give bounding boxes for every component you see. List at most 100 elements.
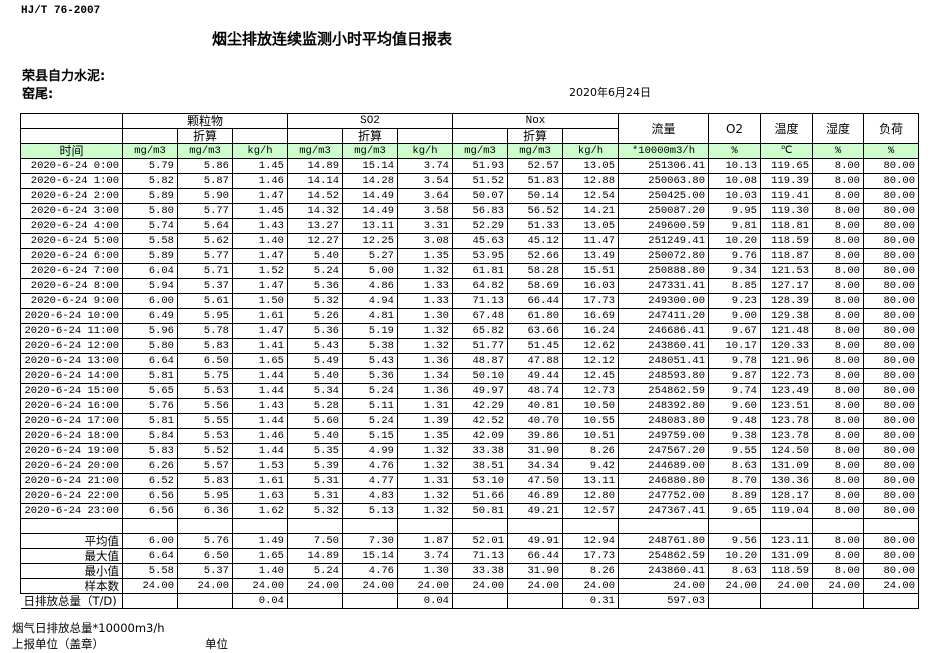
value-cell [452, 518, 508, 534]
value-cell: 80.00 [863, 173, 919, 189]
value-cell: 15.14 [342, 158, 398, 174]
value-cell: 5.75 [177, 368, 233, 384]
value-cell: 8.00 [812, 263, 864, 279]
value-cell: 80.00 [863, 368, 919, 384]
value-cell: 8.00 [812, 548, 864, 564]
value-cell: 120.33 [760, 338, 813, 354]
value-cell: 1.53 [232, 458, 288, 474]
unit-cell: kg/h [232, 143, 288, 159]
header-humidity: 湿度 [812, 113, 864, 144]
hourly-average-table: 颗粒物 SO2 Nox 流量 O2 温度 湿度 负荷 折算 折算 折算 时间 m… [20, 113, 919, 609]
value-cell: 5.84 [122, 428, 178, 444]
value-cell: 13.49 [562, 248, 619, 264]
value-cell: 58.69 [507, 278, 563, 294]
value-cell [122, 593, 178, 609]
value-cell: 5.37 [177, 278, 233, 294]
value-cell: 80.00 [863, 248, 919, 264]
value-cell [287, 518, 343, 534]
value-cell [287, 593, 343, 609]
value-cell: 4.81 [342, 308, 398, 324]
value-cell: 123.49 [760, 383, 813, 399]
value-cell: 123.78 [760, 413, 813, 429]
value-cell: 9.74 [708, 383, 761, 399]
value-cell: 17.73 [562, 548, 619, 564]
unit-cell: mg/m3 [177, 143, 233, 159]
value-cell: 6.50 [177, 353, 233, 369]
value-cell: 9.76 [708, 248, 761, 264]
value-cell: 1.43 [232, 398, 288, 414]
value-cell: 9.34 [708, 263, 761, 279]
value-cell: 49.21 [507, 503, 563, 519]
value-cell: 12.45 [562, 368, 619, 384]
value-cell: 5.39 [287, 458, 343, 474]
value-cell: 1.43 [232, 218, 288, 234]
table-row: 2020-6-24 13:00 6.64 6.50 1.65 5.49 5.43 1.36 4… [20, 353, 919, 369]
value-cell: 52.57 [507, 158, 563, 174]
value-cell: 5.37 [177, 563, 233, 579]
value-cell: 51.83 [507, 173, 563, 189]
value-cell: 24.00 [287, 578, 343, 594]
unit-cell: mg/m3 [287, 143, 343, 159]
value-cell: 5.53 [177, 383, 233, 399]
value-cell: 118.81 [760, 218, 813, 234]
table-row: 2020-6-24 21:00 6.52 5.83 1.61 5.31 4.77 1.31 5… [20, 473, 919, 489]
value-cell: 118.87 [760, 248, 813, 264]
value-cell: 4.77 [342, 473, 398, 489]
value-cell: 24.00 [812, 578, 864, 594]
value-cell: 58.28 [507, 263, 563, 279]
value-cell: 119.30 [760, 203, 813, 219]
value-cell: 9.60 [708, 398, 761, 414]
unit-cell: % [812, 143, 864, 159]
value-cell: 8.00 [812, 203, 864, 219]
value-cell: 1.47 [232, 248, 288, 264]
value-cell [177, 518, 233, 534]
header-particulate: 颗粒物 [122, 113, 288, 129]
table-row: 2020-6-24 9:00 6.00 5.61 1.50 5.32 4.94 1.33 71… [20, 293, 919, 309]
table-row: 2020-6-24 10:00 6.49 5.95 1.61 5.26 4.81 1.30 6… [20, 308, 919, 324]
value-cell: 14.14 [287, 173, 343, 189]
value-cell: 5.43 [342, 353, 398, 369]
value-cell: 5.11 [342, 398, 398, 414]
value-cell: 65.82 [452, 323, 508, 339]
value-cell: 5.19 [342, 323, 398, 339]
value-cell: 5.52 [177, 443, 233, 459]
value-cell: 80.00 [863, 488, 919, 504]
value-cell: 8.00 [812, 383, 864, 399]
value-cell: 5.31 [287, 488, 343, 504]
header-blank [452, 128, 508, 144]
header-time: 时间 [20, 143, 123, 159]
summary-row: 最大值 6.64 6.50 1.65 14.89 15.14 3.74 71.13 66.44 1… [20, 548, 919, 564]
header-blank [122, 128, 178, 144]
value-cell: 4.76 [342, 563, 398, 579]
value-cell [342, 593, 398, 609]
standard-code: HJ/T 76-2007 [21, 5, 101, 17]
value-cell: 6.00 [122, 533, 178, 549]
kiln-label: 窑尾: [22, 87, 54, 102]
row-label: 2020-6-24 14:00 [20, 368, 123, 384]
row-label: 2020-6-24 20:00 [20, 458, 123, 474]
value-cell [863, 593, 919, 609]
value-cell: 5.96 [122, 323, 178, 339]
value-cell: 14.89 [287, 158, 343, 174]
empty-row [20, 518, 919, 534]
value-cell: 597.03 [618, 593, 709, 609]
value-cell: 50.10 [452, 368, 508, 384]
value-cell: 6.26 [122, 458, 178, 474]
table-row: 2020-6-24 1:00 5.82 5.87 1.46 14.14 14.28 3.54… [20, 173, 919, 189]
value-cell: 34.34 [507, 458, 563, 474]
row-label: 2020-6-24 4:00 [20, 218, 123, 234]
value-cell: 5.27 [342, 248, 398, 264]
value-cell: 24.00 [397, 578, 453, 594]
header-blank [20, 128, 123, 144]
value-cell: 80.00 [863, 443, 919, 459]
value-cell: 61.80 [507, 308, 563, 324]
report-date: 2020年6月24日 [569, 86, 651, 99]
value-cell: 9.81 [708, 218, 761, 234]
value-cell: 4.83 [342, 488, 398, 504]
value-cell: 80.00 [863, 293, 919, 309]
value-cell: 14.21 [562, 203, 619, 219]
value-cell: 8.00 [812, 398, 864, 414]
table-row: 2020-6-24 7:00 6.04 5.71 1.52 5.24 5.00 1.32 61… [20, 263, 919, 279]
value-cell: 9.56 [708, 533, 761, 549]
row-label: 2020-6-24 11:00 [20, 323, 123, 339]
